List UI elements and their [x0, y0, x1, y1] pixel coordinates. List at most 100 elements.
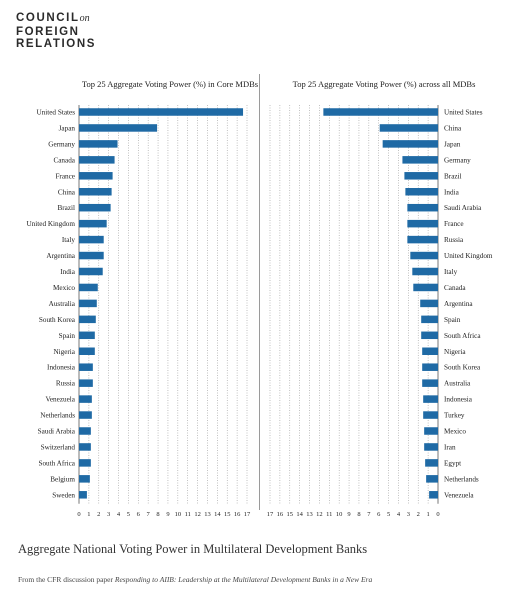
bar [422, 363, 438, 371]
category-label: Nigeria [53, 348, 75, 356]
bar [424, 443, 438, 451]
tick-label: 17 [267, 511, 274, 518]
bar [79, 267, 103, 276]
bar [79, 331, 95, 340]
category-label: Nigeria [444, 348, 466, 356]
tick-label: 3 [407, 511, 410, 518]
bar [79, 188, 112, 196]
bar [410, 251, 438, 260]
category-label: Spain [59, 332, 76, 340]
tick-label: 2 [417, 511, 420, 518]
bar [79, 411, 92, 419]
category-label: Germany [48, 140, 75, 148]
logo-line2: FOREIGN [16, 25, 80, 38]
bar [404, 172, 438, 180]
category-label: Canada [444, 284, 466, 292]
category-label: Iran [444, 443, 456, 451]
bar [425, 459, 438, 467]
category-label: Spain [444, 316, 461, 324]
bar [382, 140, 438, 148]
tick-label: 0 [77, 511, 80, 518]
chart-divider [259, 74, 260, 510]
bar [79, 140, 118, 148]
category-label: Australia [444, 380, 471, 388]
category-label: Venezuela [444, 491, 474, 499]
category-label: South Korea [39, 316, 76, 324]
category-label: United States [36, 109, 75, 117]
tick-label: 9 [166, 511, 169, 518]
bar [79, 283, 98, 292]
tick-label: 15 [287, 511, 294, 518]
category-label: United Kingdom [26, 220, 75, 228]
tick-label: 10 [336, 511, 343, 518]
category-label: Turkey [444, 412, 465, 420]
cfr-logo: COUNCILon FOREIGN RELATIONS [16, 12, 96, 51]
bar [79, 219, 107, 228]
category-label: Russia [56, 380, 76, 388]
bar [79, 379, 93, 387]
category-label: China [444, 124, 462, 132]
tick-label: 16 [277, 511, 284, 518]
category-label: Indonesia [47, 364, 76, 372]
tick-label: 14 [296, 511, 303, 518]
bar [323, 108, 438, 116]
bar [429, 491, 438, 499]
bar [405, 188, 438, 196]
category-label: Japan [59, 124, 76, 132]
logo-line1-suffix: on [79, 13, 90, 24]
source-title: Responding to AIIB: Leadership at the Mu… [114, 575, 373, 584]
tick-label: 6 [377, 511, 381, 518]
category-label: Australia [49, 300, 76, 308]
bar [79, 124, 158, 132]
category-label: India [60, 268, 76, 276]
bar [423, 411, 438, 419]
category-label: Venezuela [45, 396, 75, 404]
tick-label: 15 [224, 511, 231, 518]
tick-label: 16 [234, 511, 241, 518]
tick-label: 2 [97, 511, 100, 518]
category-label: Brazil [57, 204, 75, 212]
bar [79, 235, 104, 244]
category-label: Italy [62, 236, 76, 244]
chart-title-2: Top 25 Aggregate Voting Power (%) across… [293, 79, 476, 89]
figure-caption: Aggregate National Voting Power in Multi… [18, 542, 368, 556]
voting-power-charts: Top 25 Aggregate Voting Power (%) in Cor… [26, 79, 492, 518]
tick-label: 6 [137, 511, 141, 518]
bar [407, 235, 438, 244]
category-label: Brazil [444, 172, 462, 180]
category-label: Switzerland [41, 443, 76, 451]
category-label: United States [444, 109, 483, 117]
bar [421, 331, 438, 340]
bar [79, 172, 113, 180]
tick-label: 3 [107, 511, 110, 518]
category-label: Netherlands [40, 412, 75, 420]
bar [79, 156, 115, 164]
category-label: Canada [53, 156, 75, 164]
tick-label: 0 [436, 511, 439, 518]
category-label: Belgium [50, 475, 75, 483]
bar [422, 347, 438, 355]
category-label: Saudi Arabia [444, 204, 482, 212]
tick-label: 7 [147, 511, 151, 518]
bar [413, 283, 438, 292]
tick-label: 5 [127, 511, 130, 518]
category-label: France [55, 172, 75, 180]
tick-label: 9 [347, 511, 350, 518]
tick-label: 4 [117, 511, 121, 518]
bar [407, 203, 438, 212]
category-label: Netherlands [444, 475, 479, 483]
tick-label: 4 [397, 511, 401, 518]
chart-title-1: Top 25 Aggregate Voting Power (%) in Cor… [82, 79, 258, 89]
category-label: Egypt [444, 459, 461, 467]
source-note: From the CFR discussion paper Responding… [18, 575, 372, 584]
category-label: Mexico [444, 428, 466, 436]
bar [379, 124, 438, 132]
bar [424, 427, 438, 435]
logo-line1: COUNCIL [16, 12, 80, 24]
bar [79, 363, 93, 371]
tick-label: 10 [175, 511, 182, 518]
category-label: Argentina [46, 252, 75, 260]
source-prefix: From the CFR discussion paper [18, 575, 115, 584]
tick-label: 11 [326, 511, 332, 518]
bar [79, 251, 104, 260]
